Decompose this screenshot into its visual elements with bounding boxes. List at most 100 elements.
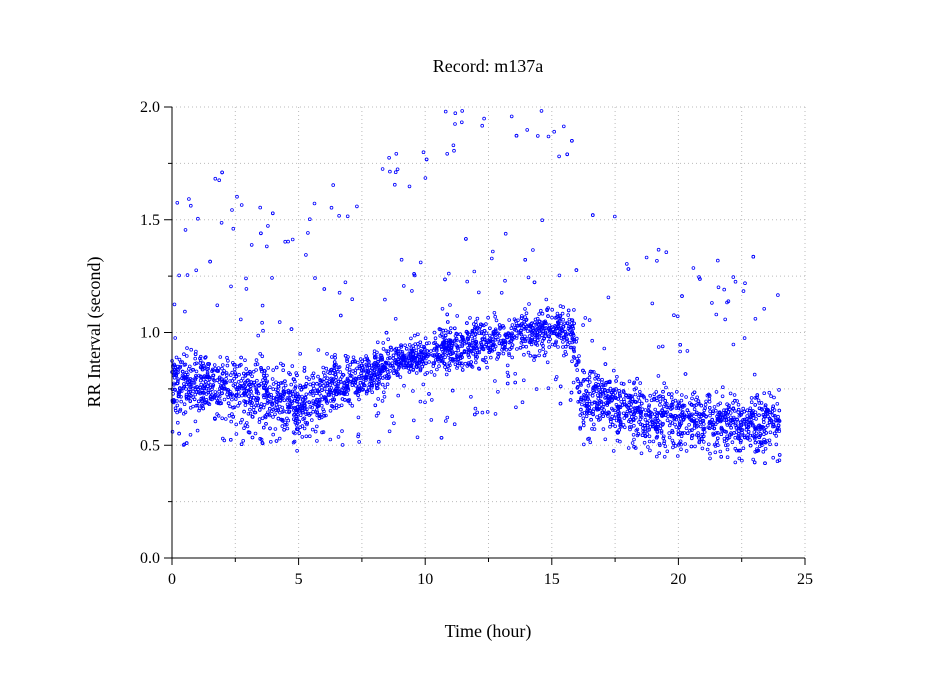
- data-point: [229, 284, 233, 289]
- data-point: [243, 358, 247, 363]
- data-point: [216, 366, 221, 370]
- data-point: [587, 380, 592, 384]
- data-point: [762, 306, 766, 311]
- data-point: [658, 399, 663, 404]
- data-point: [319, 403, 324, 408]
- data-point: [235, 194, 239, 199]
- data-point: [561, 305, 565, 309]
- data-point: [271, 382, 276, 386]
- data-point: [408, 353, 412, 357]
- data-point: [464, 237, 468, 241]
- data-point: [445, 312, 450, 317]
- data-point: [500, 347, 504, 352]
- data-point: [402, 383, 406, 388]
- data-point: [427, 360, 431, 364]
- data-point: [610, 390, 614, 395]
- data-point: [699, 436, 704, 441]
- data-point: [496, 389, 500, 394]
- data-point: [673, 413, 678, 418]
- data-point: [503, 231, 508, 236]
- data-point: [654, 390, 659, 394]
- data-point: [568, 398, 573, 402]
- data-point: [410, 289, 414, 293]
- data-point: [281, 368, 286, 373]
- data-point: [293, 398, 297, 403]
- data-point: [206, 380, 211, 385]
- data-point: [724, 408, 728, 413]
- data-point: [564, 352, 568, 357]
- data-point: [231, 226, 236, 231]
- data-point: [655, 258, 659, 263]
- data-point: [671, 445, 675, 450]
- x-tick-label: 10: [417, 571, 433, 588]
- data-point: [193, 356, 198, 361]
- data-point: [314, 424, 319, 429]
- data-point: [244, 276, 248, 281]
- data-point: [284, 409, 289, 414]
- data-point: [221, 371, 225, 375]
- data-point: [761, 413, 766, 417]
- data-point: [298, 385, 302, 390]
- data-point: [713, 444, 718, 448]
- data-point: [303, 384, 308, 389]
- data-point: [593, 384, 597, 389]
- data-point: [540, 333, 544, 338]
- data-point: [533, 342, 538, 346]
- data-point: [585, 377, 590, 382]
- data-point: [226, 395, 231, 400]
- data-point: [756, 398, 761, 403]
- data-point: [530, 335, 534, 340]
- data-point: [398, 375, 403, 379]
- data-point: [531, 248, 535, 252]
- data-point: [208, 397, 213, 401]
- data-point: [329, 355, 334, 359]
- data-point: [475, 346, 479, 350]
- data-point: [320, 430, 324, 435]
- data-point: [261, 378, 265, 382]
- data-point: [743, 281, 747, 286]
- data-point: [716, 285, 721, 290]
- data-point: [466, 335, 471, 339]
- data-point: [388, 369, 393, 373]
- data-point: [468, 316, 472, 320]
- data-point: [600, 377, 604, 382]
- data-point: [244, 367, 249, 371]
- data-point: [427, 341, 431, 345]
- data-point: [521, 344, 525, 349]
- data-point: [259, 365, 263, 370]
- data-point: [317, 400, 322, 404]
- data-point: [563, 344, 568, 349]
- data-point: [483, 355, 488, 360]
- data-point: [300, 435, 305, 439]
- data-point: [274, 380, 278, 385]
- data-point: [469, 334, 474, 339]
- data-point: [507, 340, 512, 345]
- data-point: [415, 435, 420, 440]
- data-point: [257, 420, 262, 424]
- x-tick-label: 25: [797, 571, 813, 588]
- data-point: [173, 388, 178, 392]
- data-point: [328, 408, 333, 413]
- data-point: [215, 400, 219, 405]
- data-point: [707, 426, 712, 431]
- data-point: [274, 387, 278, 392]
- data-point: [718, 449, 723, 454]
- data-point: [658, 410, 662, 415]
- data-point: [245, 379, 249, 383]
- data-point: [202, 377, 206, 382]
- data-point: [763, 461, 767, 466]
- data-point: [546, 314, 550, 318]
- data-point: [655, 413, 659, 418]
- data-point: [677, 425, 682, 429]
- data-point: [601, 414, 605, 419]
- data-point: [526, 275, 531, 280]
- data-point: [472, 412, 477, 417]
- data-point: [570, 359, 574, 364]
- data-point: [270, 377, 275, 381]
- data-point: [182, 352, 186, 357]
- data-point: [306, 231, 310, 235]
- data-point: [311, 371, 316, 376]
- data-point: [188, 364, 192, 369]
- data-point: [360, 359, 365, 364]
- data-point: [539, 327, 543, 332]
